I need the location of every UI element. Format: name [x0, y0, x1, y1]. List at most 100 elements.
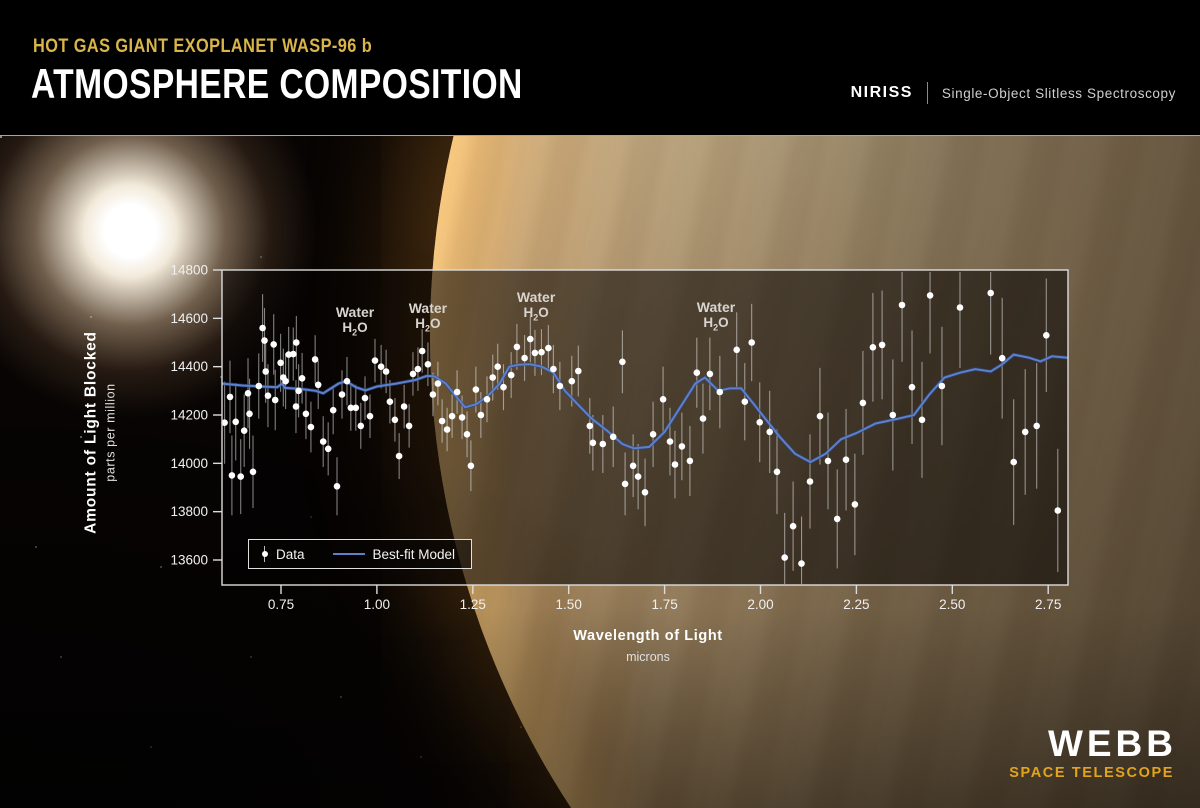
x-tick-label: 0.75 — [268, 597, 294, 612]
y-axis-title: Amount of Light Blocked parts per millio… — [83, 253, 118, 613]
data-point — [261, 337, 268, 344]
data-point — [545, 344, 552, 352]
data-point — [262, 368, 270, 375]
data-point — [918, 416, 926, 424]
data-point — [371, 357, 379, 364]
data-point — [649, 431, 657, 438]
data-point — [246, 410, 253, 418]
data-point — [400, 403, 408, 410]
data-point — [237, 473, 244, 480]
x-axis-title: Wavelength of Light microns — [448, 628, 848, 664]
data-point — [298, 375, 306, 382]
data-point — [859, 399, 867, 407]
data-point — [641, 489, 649, 496]
data-point — [693, 369, 701, 377]
eyebrow-title: HOT GAS GIANT EXOPLANET WASP-96 b — [33, 36, 373, 57]
x-axis-subtitle-text: microns — [626, 650, 670, 664]
data-point — [938, 382, 946, 390]
x-tick-label: 2.00 — [747, 597, 773, 612]
data-point — [240, 427, 248, 435]
data-point — [489, 374, 497, 381]
data-point — [259, 324, 266, 332]
data-point — [678, 443, 686, 450]
data-point — [773, 468, 781, 476]
data-point — [586, 422, 594, 430]
legend-model-label: Best-fit Model — [372, 546, 456, 562]
data-point — [467, 462, 475, 470]
data-point — [377, 363, 385, 371]
data-point — [292, 403, 300, 410]
x-axis-title-text: Wavelength of Light — [573, 628, 723, 644]
data-point — [438, 417, 446, 425]
data-point — [271, 396, 279, 404]
data-point — [556, 382, 564, 390]
data-point — [789, 522, 797, 530]
y-tick-label: 14800 — [170, 263, 208, 278]
data-point — [833, 515, 841, 523]
data-point — [987, 289, 994, 297]
data-point — [699, 415, 707, 422]
data-point — [307, 423, 315, 431]
data-point — [338, 391, 346, 398]
model-line — [221, 353, 1068, 464]
water-annotation: Water H2O — [516, 289, 556, 323]
data-point — [277, 359, 284, 367]
data-point — [448, 412, 456, 420]
water-annotation: Water H2O — [335, 304, 375, 338]
data-point — [671, 461, 679, 468]
data-point — [477, 411, 485, 419]
data-point — [568, 377, 576, 385]
data-point — [226, 393, 234, 401]
data-point — [621, 480, 629, 488]
instrument-block: NIRISS Single-Object Slitless Spectrosco… — [851, 82, 1176, 104]
y-tick-label: 13600 — [170, 553, 208, 568]
data-point — [418, 347, 426, 355]
data-point — [659, 396, 667, 403]
data-point-icon — [261, 546, 268, 562]
data-point — [599, 440, 607, 448]
data-point — [806, 478, 814, 485]
water-annotation: Water H2O — [696, 298, 736, 333]
instrument-description: Single-Object Slitless Spectroscopy — [941, 85, 1176, 101]
data-point — [357, 422, 365, 430]
data-point — [290, 350, 297, 358]
data-point — [898, 301, 906, 309]
data-point — [366, 412, 374, 420]
y-tick-label: 14600 — [170, 311, 208, 326]
data-point — [550, 365, 557, 373]
data-point — [1054, 507, 1062, 514]
data-point — [527, 335, 534, 343]
y-axis-subtitle-text: parts per million — [103, 383, 118, 482]
y-axis-title-text: Amount of Light Blocked — [82, 331, 100, 534]
data-point — [295, 387, 302, 395]
webb-logo: WEBB SPACE TELESCOPE — [1009, 725, 1173, 781]
data-point — [998, 354, 1006, 362]
data-point — [424, 361, 432, 368]
data-point — [766, 428, 773, 436]
data-point — [264, 392, 272, 400]
model-line-icon — [332, 552, 365, 556]
data-point — [756, 419, 763, 426]
data-point — [343, 377, 351, 385]
data-point — [333, 483, 341, 490]
data-point — [282, 377, 289, 385]
data-point — [255, 382, 263, 390]
data-point — [634, 473, 642, 480]
data-point — [391, 416, 399, 424]
x-tick-label: 1.75 — [651, 597, 677, 612]
data-point — [244, 390, 252, 397]
y-tick-label: 14000 — [170, 456, 208, 471]
data-point — [589, 439, 597, 447]
x-tick-label: 2.75 — [1035, 597, 1061, 612]
data-point — [232, 418, 239, 426]
data-point — [329, 406, 337, 414]
data-point — [733, 346, 740, 354]
data-point — [908, 383, 916, 391]
data-point — [816, 412, 824, 420]
x-tick-label: 2.50 — [939, 597, 965, 612]
x-tick-label: 2.25 — [843, 597, 869, 612]
data-point — [472, 386, 480, 393]
header: HOT GAS GIANT EXOPLANET WASP-96 b ATMOSP… — [0, 0, 1200, 135]
